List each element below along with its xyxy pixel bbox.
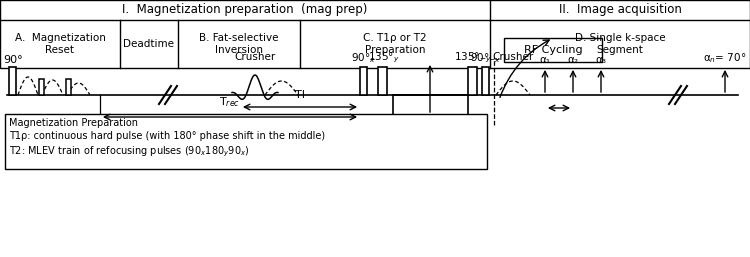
Text: α₂: α₂ — [568, 55, 578, 65]
Text: α$_n$= 70°: α$_n$= 70° — [704, 51, 747, 65]
Text: TI: TI — [295, 90, 305, 100]
Bar — [468, 67, 477, 95]
Text: Deadtime: Deadtime — [124, 39, 175, 49]
Text: II.  Image acquisition: II. Image acquisition — [559, 4, 682, 16]
Bar — [393, 95, 468, 115]
Text: Crusher: Crusher — [492, 52, 534, 62]
Bar — [0, 0, 750, 68]
Bar — [9, 67, 16, 95]
Bar — [39, 79, 44, 95]
Bar — [378, 67, 387, 95]
Bar — [5, 114, 487, 169]
Text: C. T1ρ or T2
Preparation: C. T1ρ or T2 Preparation — [363, 33, 427, 55]
Text: Magnetization Preparation
T1ρ: continuous hard pulse (with 180° phase shift in t: Magnetization Preparation T1ρ: continuou… — [9, 118, 326, 159]
Text: T$_{rec}$: T$_{rec}$ — [220, 95, 241, 109]
Text: 135°$_y$: 135°$_y$ — [368, 51, 399, 65]
Text: RF Cycling: RF Cycling — [524, 45, 582, 55]
Text: A.  Magnetization
Reset: A. Magnetization Reset — [14, 33, 106, 55]
Text: Crusher: Crusher — [234, 52, 276, 62]
Text: I.  Magnetization preparation  (mag prep): I. Magnetization preparation (mag prep) — [122, 4, 368, 16]
Text: 90°$_x$: 90°$_x$ — [351, 51, 376, 65]
Bar — [482, 67, 489, 95]
Bar — [360, 67, 367, 95]
Bar — [66, 79, 71, 95]
Bar — [504, 38, 602, 62]
Text: 135°$_{-y}$: 135°$_{-y}$ — [454, 51, 491, 65]
Text: B. Fat-selective
Inversion: B. Fat-selective Inversion — [200, 33, 279, 55]
Text: 90°: 90° — [3, 55, 22, 65]
Text: α₃: α₃ — [596, 55, 607, 65]
Text: 90°$_{-x}$: 90°$_{-x}$ — [470, 51, 501, 65]
Text: D. Single k-space
Segment: D. Single k-space Segment — [574, 33, 665, 55]
Text: α₁: α₁ — [539, 55, 550, 65]
